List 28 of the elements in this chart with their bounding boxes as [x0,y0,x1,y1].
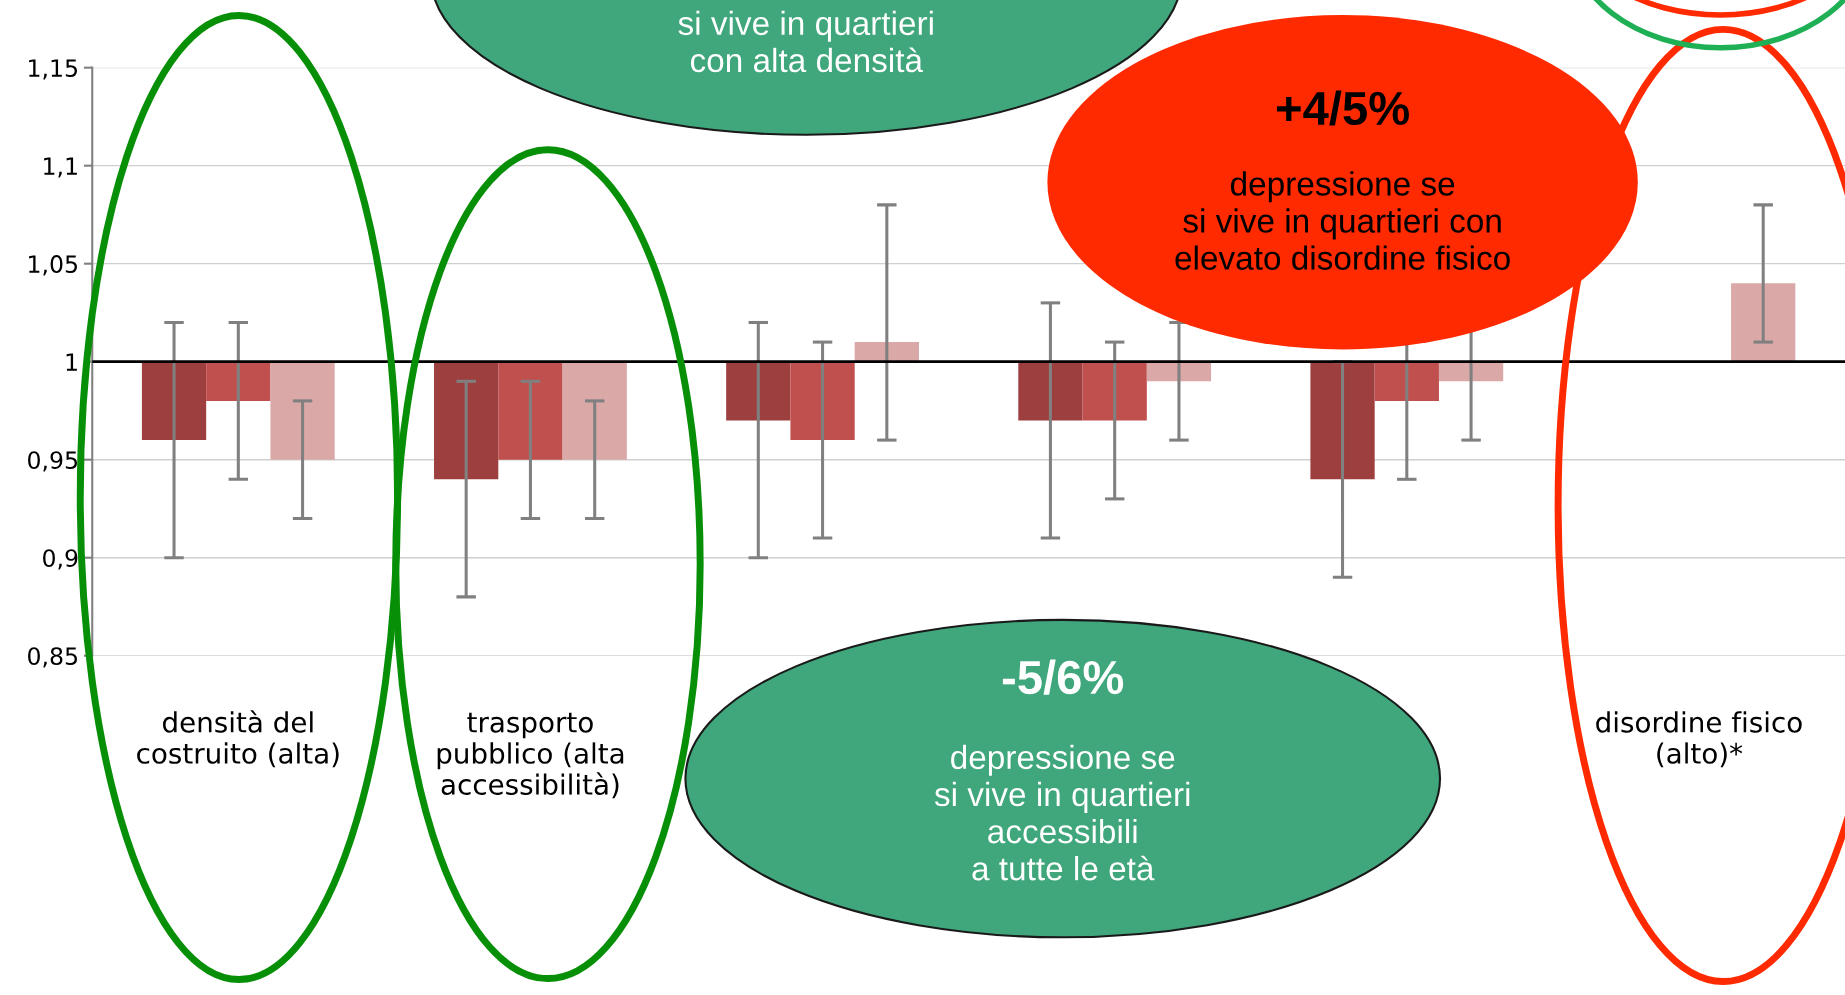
text: -5/6% [1002,659,1124,695]
annotation: si vive in quartieri con alta densità [678,10,933,73]
annotation: depressione se si vive in quartieri con elevato disordine fisico [1175,171,1510,270]
annotation: +4/5% [1276,90,1409,126]
bar [1082,361,1147,421]
bar [1018,361,1083,421]
x-tick-label: densità del costruito (alta) [137,710,339,768]
bar [206,361,271,401]
y-tick-label: 0,85 [28,647,77,668]
y-tick-label: 1,15 [29,59,77,80]
x-tick-label: disordine fisico (alto)* [1596,711,1802,768]
y-tick-label: 0,95 [28,451,77,472]
bar [141,361,207,441]
text: depressione se si vive in quartieri accessibili a tutte le età [934,744,1190,881]
bar [1731,283,1796,362]
x-tick-label: trasporto pubblico (alta accessibilità) [437,712,624,799]
y-tick-label: 0,9 [43,549,78,570]
bar [270,361,335,460]
bar [790,361,855,441]
y-tick-label: 1 [66,353,77,371]
bar [562,361,627,460]
bar [1310,361,1375,480]
bar [726,361,791,421]
y-tick-label: 1,05 [29,255,77,276]
bar [434,361,499,480]
y-tick-label: 1,1 [44,157,77,178]
bar [1374,361,1439,401]
bar [498,361,563,460]
